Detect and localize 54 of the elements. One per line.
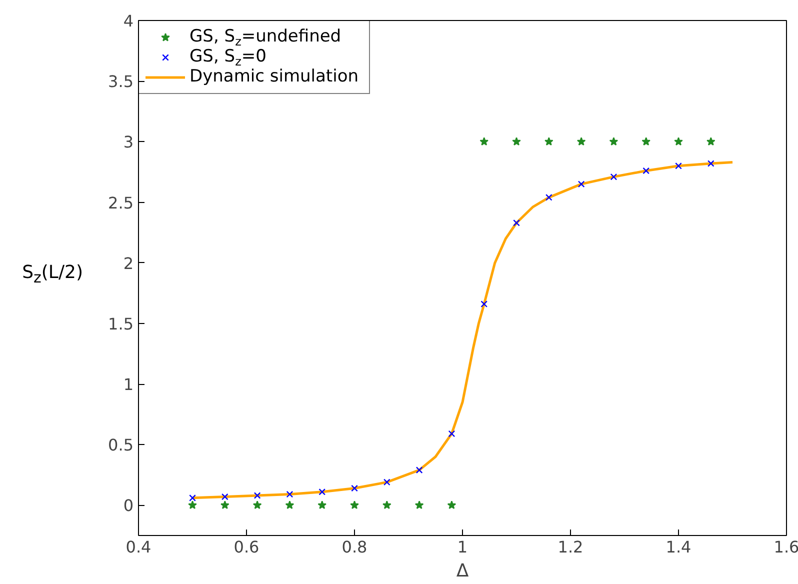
point (414, 500, 424, 510)
point (252, 500, 262, 510)
point (416, 466, 423, 474)
x-tick-label: 0.6 (234, 538, 260, 556)
point (642, 137, 651, 146)
point (383, 478, 390, 486)
point (675, 162, 682, 170)
y-tick-label: 0 (123, 496, 134, 516)
y-tick-label: 4 (123, 12, 134, 30)
y-tick-label: 3 (123, 132, 134, 152)
y-axis-title: S$_{z}$(L/2) (22, 261, 83, 289)
point (545, 194, 552, 201)
y-tick-label: 3.5 (108, 72, 134, 92)
point (610, 173, 618, 180)
point (447, 500, 456, 510)
point (220, 500, 230, 510)
point (480, 300, 488, 308)
point (707, 160, 714, 167)
point (609, 137, 618, 146)
point (513, 219, 520, 226)
legend-label: Dynamic simulation (190, 66, 358, 86)
line-series (191, 161, 734, 500)
y-tick-label: 2 (123, 254, 134, 273)
point (318, 488, 326, 496)
x-tick-label: 1.6 (774, 538, 798, 556)
x-tick-label: 1 (457, 538, 468, 556)
point (578, 180, 585, 188)
y-tick-label: 1 (123, 375, 134, 394)
point (382, 500, 392, 510)
point (706, 137, 716, 146)
point (448, 430, 456, 438)
x-tick-label: 1.2 (558, 538, 584, 556)
x-axis-title: Δ (456, 560, 470, 582)
point (480, 137, 489, 146)
x-tick-label: 0.8 (342, 538, 368, 556)
point (285, 500, 294, 510)
point (221, 493, 228, 500)
point (351, 484, 358, 492)
point (674, 137, 683, 146)
point (512, 137, 521, 146)
point (576, 137, 586, 146)
point (189, 494, 196, 502)
point (350, 500, 359, 510)
point (544, 137, 554, 146)
x-tick-label: 1.4 (666, 538, 692, 556)
y-tick-label: 0.5 (108, 436, 134, 455)
point (642, 167, 650, 174)
point (188, 500, 197, 510)
point (254, 492, 261, 499)
y-tick-label: 2.5 (108, 193, 134, 212)
point (318, 500, 327, 510)
point (286, 490, 294, 498)
y-tick-label: 1.5 (108, 314, 134, 334)
x-tick-label: 0.4 (126, 538, 152, 556)
